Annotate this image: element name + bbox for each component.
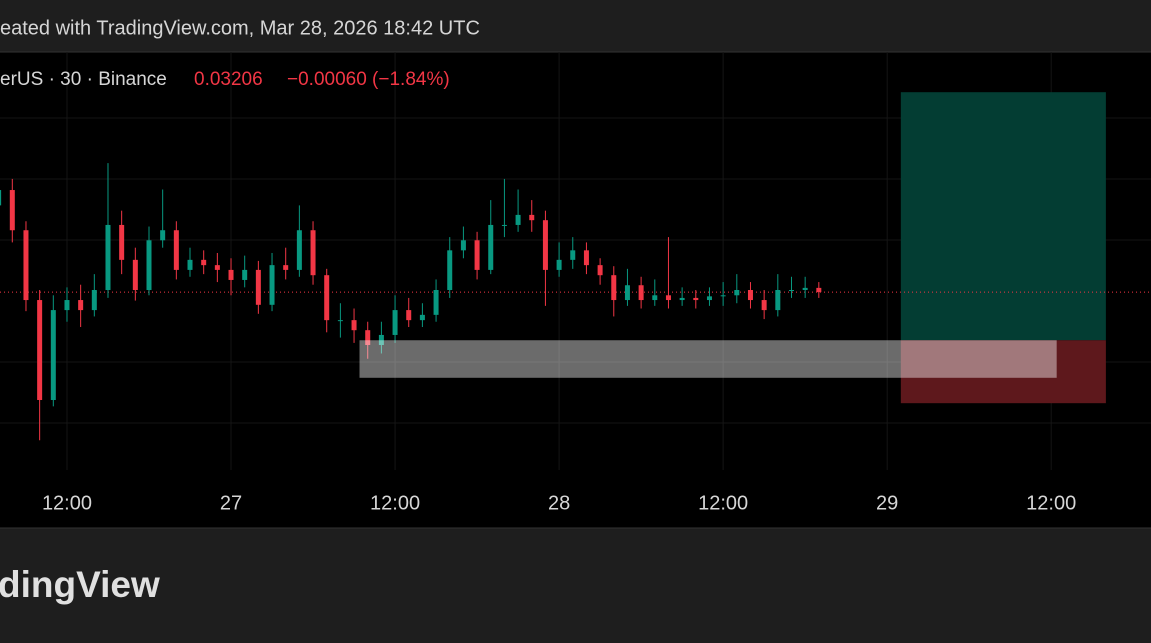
candle-body [228,269,234,280]
candle-body [119,224,125,260]
candle-body [816,287,822,293]
candle-body [64,300,70,311]
last-price: 0.03206 [194,69,263,90]
candle-body [488,224,494,270]
candle-body [365,330,371,346]
header-bar [0,0,1151,52]
candle-body [91,290,97,311]
candle-body [611,275,617,301]
candle-body [583,250,589,266]
candle-body [173,230,179,270]
change-label: −0.00060 (−1.84%) [287,69,450,90]
candle-body [501,224,507,226]
candle-body [460,240,466,251]
candle-body [652,295,658,301]
x-tick-label: 12:00 [698,492,748,514]
candle-body [9,190,15,231]
candle-body [761,300,767,311]
candle-body [638,285,644,301]
candle-body [255,269,261,305]
candle-body [337,320,343,322]
stop-zone [900,340,1106,404]
candle-body [474,240,480,270]
candle-body [570,250,576,260]
x-tick-label: 12:00 [42,492,92,514]
candle-body [720,295,726,297]
candle-body [187,259,193,270]
candle-body [37,300,43,401]
candle-body [392,310,398,335]
x-tick-label: 29 [876,492,898,514]
header-text: eated with TradingView.com, Mar 28, 2026… [0,17,480,39]
candle-body [624,285,630,301]
candle-body [665,295,671,301]
candle-body [419,314,425,321]
candle-body [242,269,248,280]
candle-body [351,320,357,331]
candle-body [201,259,207,266]
x-tick-label: 12:00 [370,492,420,514]
x-tick-label: 28 [548,492,570,514]
candle-body [529,214,535,221]
candle-body [433,290,439,315]
candle-body [0,190,2,206]
candle-body [679,297,685,301]
x-tick-label: 12:00 [1026,492,1076,514]
candle-body [146,240,152,290]
candle-body [734,290,740,296]
candle-body [214,265,220,270]
symbol-label: erUS · 30 · Binance [0,69,167,90]
candle-body [447,250,453,290]
plot [0,52,1151,470]
candle-body [23,230,29,301]
target-zone [900,92,1106,341]
candle-body [132,259,138,290]
candle-body [160,230,166,241]
candle-body [269,265,275,305]
candle-body [50,310,56,401]
candle-body [597,265,603,276]
candle-body [78,300,84,311]
candle-body [775,290,781,311]
candle-body [706,296,712,301]
candle-body [747,290,753,301]
candle-body [542,220,548,270]
candle-body [693,297,699,301]
candle-body [296,230,302,270]
candle-body [788,290,794,291]
candle-body [556,259,562,270]
candle-body [802,287,808,290]
candle-body [283,265,289,270]
candle-body [406,310,412,321]
candle-body [105,224,111,290]
candle-body [310,230,316,276]
candle-body [324,275,330,321]
footer-bar [0,528,1151,643]
candle-body [515,214,521,225]
x-tick-label: 27 [220,492,242,514]
range-box [359,340,1057,378]
brand: dingView [0,564,160,605]
candle-body [378,334,384,346]
